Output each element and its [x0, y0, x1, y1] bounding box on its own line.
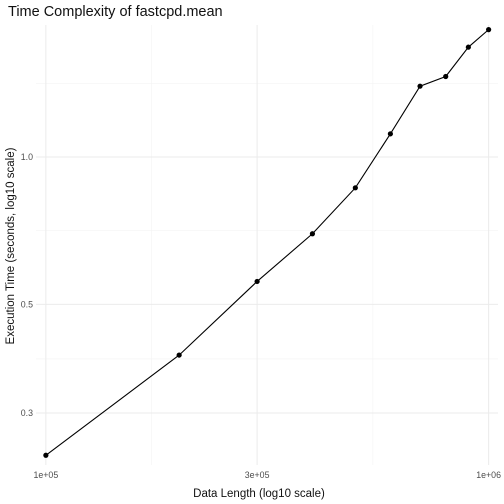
chart-title: Time Complexity of fastcpd.mean — [8, 4, 223, 20]
data-point — [309, 231, 316, 237]
data-point — [465, 44, 471, 50]
y-tick-label: 0.5 — [21, 299, 33, 309]
data-point — [417, 83, 423, 89]
data-point — [254, 278, 260, 285]
series-layer — [43, 27, 492, 458]
data-point — [176, 352, 182, 358]
data-point — [443, 73, 449, 80]
y-axis-ticks: 0.3 0.5 1.0 — [21, 152, 33, 418]
grid — [36, 25, 498, 465]
x-axis-title: Data Length (log10 scale) — [193, 488, 325, 500]
x-tick-label: 1e+05 — [34, 470, 59, 480]
x-tick-label: 1e+06 — [476, 470, 501, 480]
x-axis-ticks: 1e+05 3e+05 1e+06 — [34, 470, 502, 480]
x-tick-label: 3e+05 — [245, 470, 270, 480]
y-tick-label: 0.3 — [21, 408, 33, 418]
data-point — [387, 131, 393, 137]
data-point — [486, 27, 492, 33]
y-tick-label: 1.0 — [21, 152, 33, 162]
data-point — [43, 452, 49, 458]
series-line — [45, 29, 489, 456]
data-point — [352, 185, 358, 191]
y-axis-title: Execution Time (seconds, log10 scale) — [5, 147, 17, 344]
